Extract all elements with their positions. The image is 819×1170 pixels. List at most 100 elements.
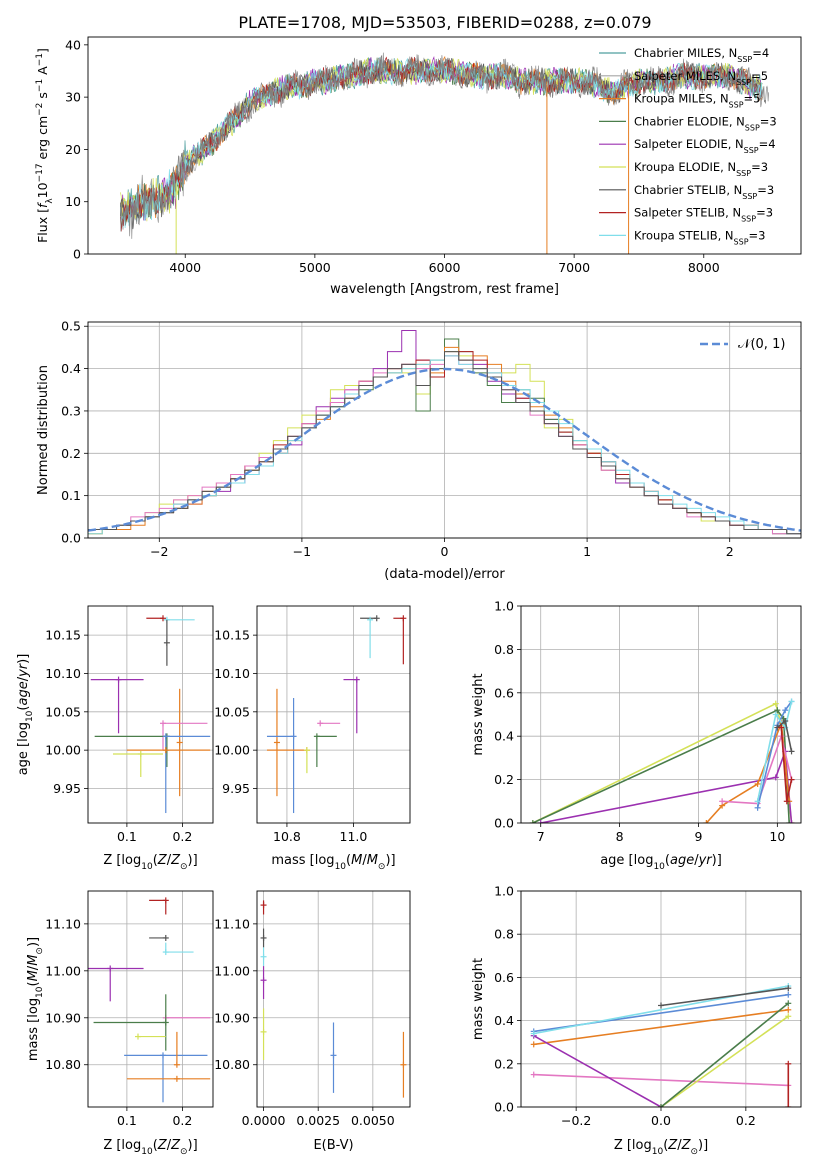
y-tick-label: 1.0 bbox=[494, 599, 514, 614]
legend-subscript: SSP bbox=[729, 100, 744, 109]
errorbar-plot-area bbox=[90, 615, 211, 814]
label-part: age bbox=[670, 853, 694, 868]
axes-frame bbox=[87, 605, 214, 824]
x-tick-label: 6000 bbox=[429, 260, 461, 275]
y-tick-label: 10.90 bbox=[45, 1010, 81, 1025]
x-tick-label: 0.0000 bbox=[242, 1113, 286, 1128]
label-part: Z [log bbox=[614, 1138, 652, 1153]
label-part: −1 bbox=[35, 53, 45, 66]
legend-text: Chabrier ELODIE, N bbox=[634, 114, 745, 128]
x-axis-label: mass [log10(M/M⊙)] bbox=[271, 853, 395, 872]
spectrum-panel: 4000 5000 6000 7000 8000 0 10 20 30 40 Chabrier MI… bbox=[35, 36, 802, 297]
line-plot-area bbox=[529, 698, 795, 823]
legend-entry: Salpeter STELIB, NSSP=3 bbox=[634, 206, 773, 224]
label-part: ( bbox=[153, 1138, 158, 1153]
legend-entry: Kroupa STELIB, NSSP=3 bbox=[634, 228, 765, 246]
y-tick-label: 11.00 bbox=[45, 963, 81, 978]
label-part: age [log bbox=[16, 722, 31, 775]
label-part: M bbox=[26, 970, 41, 981]
y-tick-label: 9.95 bbox=[53, 781, 81, 796]
label-part: s bbox=[35, 92, 50, 103]
x-axis-label: Z [log10(Z/Z⊙)] bbox=[614, 1138, 708, 1157]
weight-line bbox=[756, 701, 793, 802]
y-tick-label: 11.00 bbox=[214, 963, 250, 978]
y-axis-label: age [log10(age/yr)] bbox=[16, 654, 35, 776]
y-tick-label: 10.15 bbox=[45, 628, 81, 643]
label-part: ( bbox=[26, 981, 41, 986]
label-part: A bbox=[35, 66, 50, 79]
y-axis-label: mass weight bbox=[471, 958, 486, 1040]
legend-suffix: =5 bbox=[751, 69, 768, 83]
label-part: 𝒩 bbox=[738, 337, 753, 352]
weight-line bbox=[722, 733, 793, 805]
x-tick-label: 8000 bbox=[688, 260, 720, 275]
legend-suffix: =3 bbox=[760, 114, 777, 128]
axes-frame bbox=[87, 36, 802, 255]
x-tick-label: −0.2 bbox=[561, 1113, 591, 1128]
y-tick-label: 0.0 bbox=[494, 816, 514, 831]
x-tick-label: 10.8 bbox=[273, 829, 301, 844]
label-part: ( bbox=[153, 853, 158, 868]
axes-frame bbox=[87, 890, 214, 1108]
y-tick-label: 0.2 bbox=[494, 1056, 514, 1071]
label-part: ⊙ bbox=[378, 862, 386, 872]
label-part: 10 bbox=[25, 710, 35, 722]
label-part: / bbox=[26, 965, 41, 970]
legend-entry: Chabrier ELODIE, NSSP=3 bbox=[634, 114, 777, 131]
label-part: ( bbox=[665, 853, 670, 868]
label-part: 10 bbox=[652, 1147, 664, 1157]
weight-line bbox=[533, 1009, 789, 1046]
weight-line bbox=[660, 1015, 789, 1107]
legend-suffix: =4 bbox=[752, 46, 769, 60]
axes-frame bbox=[87, 321, 802, 539]
label-part: )] bbox=[712, 853, 722, 868]
label-part: 10 bbox=[141, 1147, 153, 1157]
label-part: ] bbox=[35, 48, 50, 53]
y-tick-label: 0.5 bbox=[61, 319, 81, 334]
label-part: Z bbox=[681, 1138, 692, 1153]
line-plot-area bbox=[530, 983, 792, 1107]
x-tick-label: 8 bbox=[616, 829, 624, 844]
legend-text: Salpeter MILES, N bbox=[634, 69, 736, 83]
y-tick-label: 30 bbox=[65, 90, 81, 105]
label-part: Z bbox=[157, 1138, 168, 1153]
legend-subscript: SSP bbox=[744, 146, 759, 155]
axes-frame bbox=[520, 890, 802, 1108]
label-part: M bbox=[367, 853, 378, 868]
y-tick-label: 20 bbox=[65, 142, 81, 157]
label-part: age bbox=[16, 681, 31, 705]
y-tick-label: 11.10 bbox=[45, 916, 81, 931]
label-part: ⊙ bbox=[35, 947, 45, 955]
y-tick-label: 10.80 bbox=[45, 1057, 81, 1072]
y-tick-label: 40 bbox=[65, 37, 81, 52]
legend-text: Kroupa STELIB, N bbox=[634, 228, 734, 242]
x-tick-label: 2 bbox=[726, 544, 734, 559]
y-tick-label: 9.95 bbox=[222, 781, 250, 796]
legend-subscript: SSP bbox=[741, 214, 756, 223]
y-tick-label: 10.15 bbox=[214, 628, 250, 643]
x-tick-label: −2 bbox=[150, 544, 168, 559]
legend-text: Salpeter STELIB, N bbox=[634, 206, 741, 220]
axes-frame bbox=[256, 605, 411, 824]
label-part: 10 bbox=[653, 862, 665, 872]
legend-suffix: =3 bbox=[756, 206, 773, 220]
x-tick-label: 0.2 bbox=[172, 829, 192, 844]
x-tick-label: 1 bbox=[583, 544, 591, 559]
y-tick-label: 0.2 bbox=[494, 772, 514, 787]
label-part: erg cm bbox=[35, 116, 50, 164]
legend-subscript: SSP bbox=[734, 237, 749, 246]
label-part: / bbox=[167, 1138, 172, 1153]
legend-subscript: SSP bbox=[736, 77, 751, 86]
label-part: 10 bbox=[35, 182, 50, 198]
x-tick-label: 0.0 bbox=[651, 1113, 671, 1128]
y-tick-label: 0.0 bbox=[61, 531, 81, 546]
legend-text: Salpeter ELODIE, N bbox=[634, 137, 744, 151]
x-axis-label: wavelength [Angstrom, rest frame] bbox=[330, 282, 559, 297]
mass-vs-ebv-panel: 0.0000 0.0025 0.0050 10.80 10.90 11.00 11.10 E(… bbox=[214, 890, 411, 1153]
legend-entry: Chabrier MILES, NSSP=4 bbox=[634, 46, 769, 64]
x-tick-label: 4000 bbox=[169, 260, 201, 275]
x-tick-label: 9 bbox=[694, 829, 702, 844]
y-tick-label: 10.05 bbox=[214, 704, 250, 719]
y-axis-label: mass weight bbox=[471, 673, 486, 755]
